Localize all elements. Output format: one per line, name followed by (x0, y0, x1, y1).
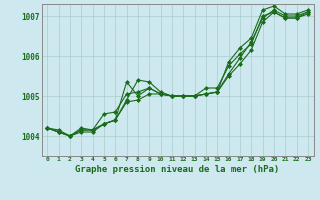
X-axis label: Graphe pression niveau de la mer (hPa): Graphe pression niveau de la mer (hPa) (76, 165, 280, 174)
